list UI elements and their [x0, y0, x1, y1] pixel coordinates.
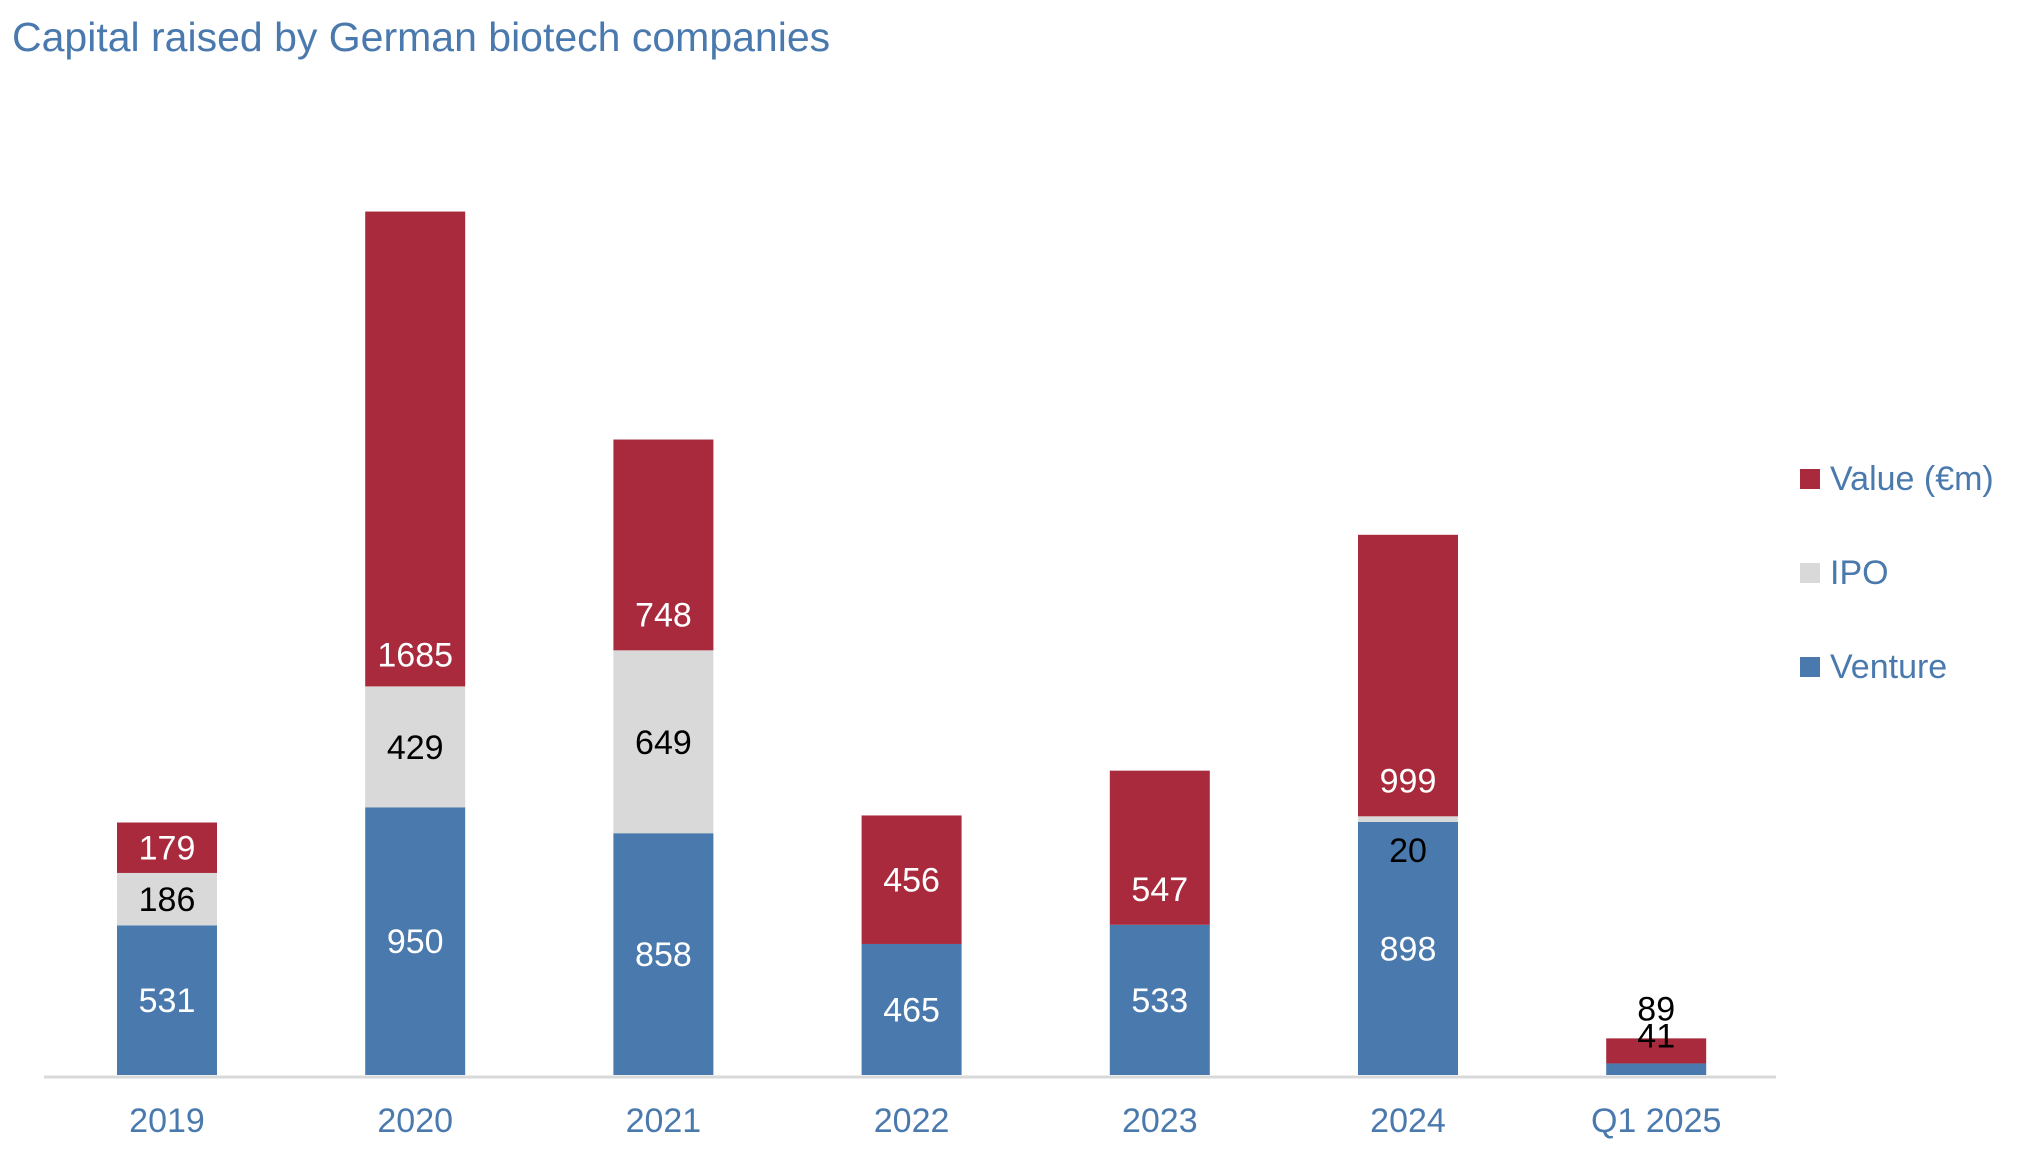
data-labels-group: 531 186 179 950 429 1685 858 649 748 465 456 533 547… — [139, 596, 1675, 1055]
bars-group — [117, 211, 1707, 1075]
legend-label-venture: Venture — [1830, 647, 1948, 686]
legend-swatch-value — [1800, 469, 1820, 489]
data-label-ipo-2021: 649 — [635, 724, 692, 762]
data-label-venture-2021: 858 — [635, 936, 692, 974]
data-label-ipo-2024: 20 — [1389, 832, 1427, 870]
bar-value-2023 — [1109, 770, 1210, 925]
x-tick-label-2020: 2020 — [377, 1102, 453, 1140]
legend-label-ipo: IPO — [1830, 553, 1889, 592]
data-label-value-2019: 179 — [139, 830, 196, 868]
data-label-venture-q1-2025: 41 — [1637, 1017, 1675, 1055]
legend-swatch-venture — [1800, 657, 1820, 677]
chart-title: Capital raised by German biotech compani… — [12, 14, 831, 60]
data-label-ipo-2019: 186 — [139, 881, 196, 919]
bar-ipo-2020 — [365, 686, 466, 808]
x-tick-label-q1-2025: Q1 2025 — [1591, 1102, 1721, 1140]
data-label-value-2021: 748 — [635, 596, 692, 634]
x-tick-label-2024: 2024 — [1370, 1102, 1446, 1140]
data-label-venture-2024: 898 — [1380, 930, 1437, 968]
data-label-value-2022: 456 — [883, 862, 940, 900]
bar-value-q1-2025 — [1606, 1038, 1707, 1064]
data-label-value-q1-2025: 89 — [1637, 990, 1675, 1028]
x-tick-label-2022: 2022 — [874, 1102, 950, 1140]
bar-value-2020 — [365, 211, 466, 687]
bar-value-2019 — [117, 822, 217, 873]
legend-swatch-ipo — [1800, 563, 1820, 583]
legend-item-ipo[interactable]: IPO — [1800, 549, 1994, 597]
legend: Value (€m) IPO Venture — [1800, 455, 1994, 737]
legend-label-value: Value (€m) — [1830, 459, 1994, 498]
bar-venture-2024 — [1358, 821, 1458, 1075]
bar-venture-2022 — [861, 943, 962, 1075]
x-tick-labels-group: 2019 2020 2021 2022 2023 2024 Q1 2025 — [129, 1102, 1721, 1140]
data-label-venture-2022: 465 — [883, 991, 940, 1029]
data-label-value-2020: 1685 — [377, 636, 453, 674]
bar-value-2021 — [613, 439, 714, 651]
bar-ipo-2021 — [613, 650, 714, 834]
legend-item-venture[interactable]: Venture — [1800, 643, 1994, 691]
data-label-venture-2023: 533 — [1131, 982, 1188, 1020]
bar-venture-2019 — [117, 925, 217, 1075]
data-label-value-2024: 999 — [1380, 762, 1437, 800]
bar-venture-2021 — [613, 833, 714, 1075]
bar-venture-2020 — [365, 807, 466, 1075]
bar-ipo-2019 — [117, 872, 217, 926]
data-label-ipo-2020: 429 — [387, 729, 444, 767]
bar-value-2024 — [1358, 534, 1458, 817]
data-label-value-2023: 547 — [1131, 871, 1188, 909]
bar-ipo-2024 — [1358, 816, 1458, 822]
x-tick-label-2023: 2023 — [1122, 1102, 1198, 1140]
legend-item-value[interactable]: Value (€m) — [1800, 455, 1994, 503]
x-tick-label-2021: 2021 — [626, 1102, 702, 1140]
data-label-venture-2019: 531 — [139, 982, 196, 1020]
x-tick-label-2019: 2019 — [129, 1102, 205, 1140]
bar-venture-2023 — [1109, 924, 1210, 1075]
data-label-venture-2020: 950 — [387, 923, 444, 961]
bar-value-2022 — [861, 815, 962, 944]
bar-venture-q1-2025 — [1606, 1063, 1707, 1075]
